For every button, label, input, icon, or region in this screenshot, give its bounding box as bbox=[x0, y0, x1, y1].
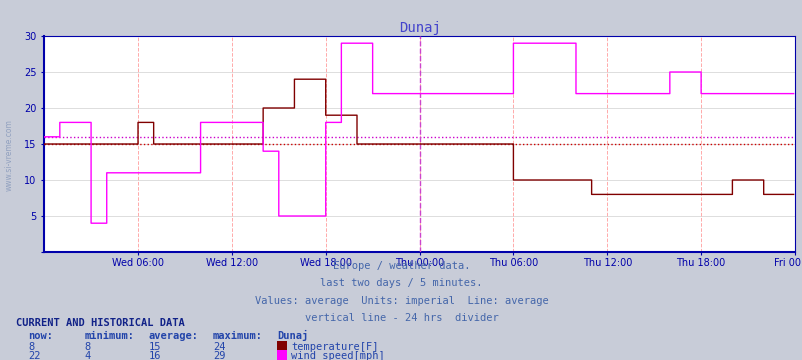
Text: CURRENT AND HISTORICAL DATA: CURRENT AND HISTORICAL DATA bbox=[16, 318, 184, 328]
Text: minimum:: minimum: bbox=[84, 331, 134, 341]
Text: 8: 8 bbox=[84, 342, 91, 352]
Text: 24: 24 bbox=[213, 342, 225, 352]
Text: 15: 15 bbox=[148, 342, 161, 352]
Text: average:: average: bbox=[148, 331, 198, 341]
Text: 22: 22 bbox=[28, 351, 41, 360]
Text: vertical line - 24 hrs  divider: vertical line - 24 hrs divider bbox=[304, 313, 498, 323]
Text: 16: 16 bbox=[148, 351, 161, 360]
Text: wind speed[mph]: wind speed[mph] bbox=[291, 351, 385, 360]
Text: 29: 29 bbox=[213, 351, 225, 360]
Text: now:: now: bbox=[28, 331, 53, 341]
Text: Europe / weather data.: Europe / weather data. bbox=[332, 261, 470, 271]
Text: www.si-vreme.com: www.si-vreme.com bbox=[5, 119, 14, 191]
Text: temperature[F]: temperature[F] bbox=[291, 342, 379, 352]
Text: 4: 4 bbox=[84, 351, 91, 360]
Title: Dunaj: Dunaj bbox=[398, 21, 440, 35]
Text: Dunaj: Dunaj bbox=[277, 330, 308, 341]
Text: last two days / 5 minutes.: last two days / 5 minutes. bbox=[320, 278, 482, 288]
Text: 8: 8 bbox=[28, 342, 34, 352]
Text: Values: average  Units: imperial  Line: average: Values: average Units: imperial Line: av… bbox=[254, 296, 548, 306]
Text: maximum:: maximum: bbox=[213, 331, 262, 341]
